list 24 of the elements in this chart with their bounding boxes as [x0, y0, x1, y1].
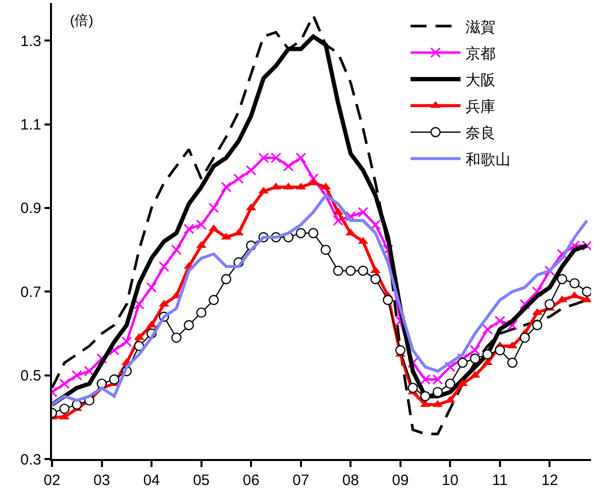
legend-label: 和歌山 [466, 151, 511, 168]
legend-label: 滋賀 [466, 18, 496, 36]
y-tick-label: 0.5 [20, 368, 42, 385]
x-tick-label: 11 [492, 472, 508, 489]
x-tick-label: 04 [143, 472, 160, 489]
y-tick-label: 0.3 [20, 451, 42, 468]
x-tick-label: 06 [242, 472, 260, 489]
x-tick-label: 02 [44, 472, 60, 489]
x-tick-label: 08 [342, 472, 359, 489]
x-tick-label: 07 [292, 472, 310, 489]
x-tick-label: 10 [442, 472, 458, 489]
y-tick-label: 1.3 [20, 32, 42, 50]
y-axis-title: (倍) [70, 12, 94, 28]
x-tick-label: 05 [192, 472, 210, 489]
y-tick-label: 0.7 [20, 284, 42, 301]
legend-label: 大阪 [466, 72, 496, 89]
x-tick-label: 03 [93, 472, 110, 489]
legend-label: 京都 [466, 45, 496, 62]
x-tick-label: 09 [392, 472, 409, 489]
legend-label: 兵庫 [466, 98, 496, 116]
y-tick-label: 1.1 [20, 116, 42, 134]
y-tick-label: 0.9 [20, 200, 42, 218]
legend-label: 奈良 [466, 124, 496, 142]
x-tick-label: 12 [541, 472, 558, 489]
